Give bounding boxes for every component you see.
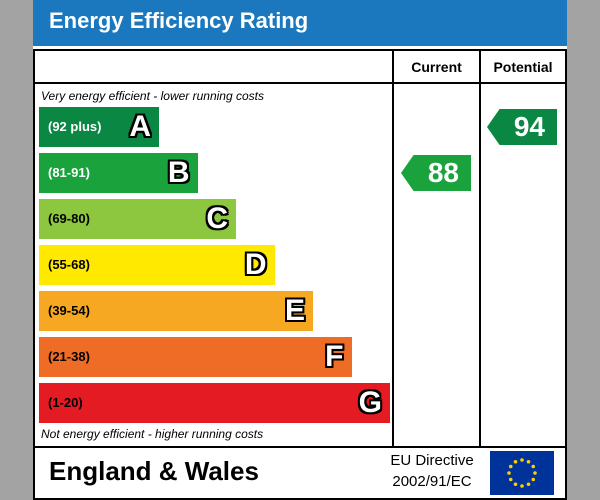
band-range-label: (92 plus): [48, 119, 102, 134]
flag-star: [513, 482, 518, 487]
band-f: (21-38) F: [39, 337, 352, 377]
eu-flag-icon: [490, 451, 554, 495]
band-range-label: (21-38): [48, 349, 90, 364]
column-divider-current: [392, 51, 394, 446]
rating-table: Current Potential Very energy efficient …: [33, 49, 567, 448]
header-row-divider: [35, 82, 565, 84]
region-label: England & Wales: [49, 456, 259, 486]
band-range-label: (1-20): [48, 395, 83, 410]
column-divider-potential: [479, 51, 481, 446]
directive-line-1: EU Directive: [390, 452, 474, 469]
chart-header: Energy Efficiency Rating: [33, 0, 567, 46]
band-letter: G: [358, 386, 382, 419]
band-a: (92 plus) A: [39, 107, 159, 147]
arrow-value: 94: [513, 111, 545, 142]
flag-star: [513, 459, 518, 464]
flag-star: [526, 482, 531, 487]
flag-star: [531, 464, 536, 469]
note-top: Very energy efficient - lower running co…: [41, 89, 264, 103]
band-letter: A: [129, 110, 151, 143]
flag-star: [508, 477, 513, 482]
band-b: (81-91) B: [39, 153, 198, 193]
column-header-current: Current: [411, 59, 462, 75]
band-range-label: (69-80): [48, 211, 90, 226]
band-letter: E: [284, 294, 305, 327]
band-letter: F: [325, 340, 344, 373]
flag-star: [533, 471, 537, 475]
column-header-potential: Potential: [493, 59, 553, 75]
flag-star: [507, 471, 511, 475]
directive-line-2: 2002/91/EC: [392, 473, 472, 490]
chart-footer: England & Wales EU Directive 2002/91/EC: [33, 448, 567, 500]
band-letter: D: [244, 248, 267, 281]
flag-background: [490, 451, 554, 495]
arrow-potential: 94: [487, 109, 557, 145]
band-c: (69-80) C: [39, 199, 236, 239]
band-g: (1-20) G: [39, 383, 390, 423]
band-d: (55-68) D: [39, 245, 275, 285]
band-range-label: (39-54): [48, 303, 90, 318]
note-bottom: Not energy efficient - higher running co…: [41, 427, 264, 441]
flag-star: [531, 477, 536, 482]
band-range-label: (55-68): [48, 257, 90, 272]
band-range-label: (81-91): [48, 165, 90, 180]
flag-star: [526, 459, 531, 464]
flag-star: [508, 464, 513, 469]
chart-title: Energy Efficiency Rating: [49, 8, 309, 33]
flag-star: [520, 484, 524, 488]
band-letter: B: [167, 156, 190, 189]
arrow-value: 88: [427, 157, 459, 188]
epc-chart: Energy Efficiency Rating Current Potenti…: [33, 0, 567, 500]
band-e: (39-54) E: [39, 291, 313, 331]
arrow-current: 88: [401, 155, 471, 191]
band-letter: C: [206, 202, 228, 235]
flag-star: [520, 458, 524, 462]
